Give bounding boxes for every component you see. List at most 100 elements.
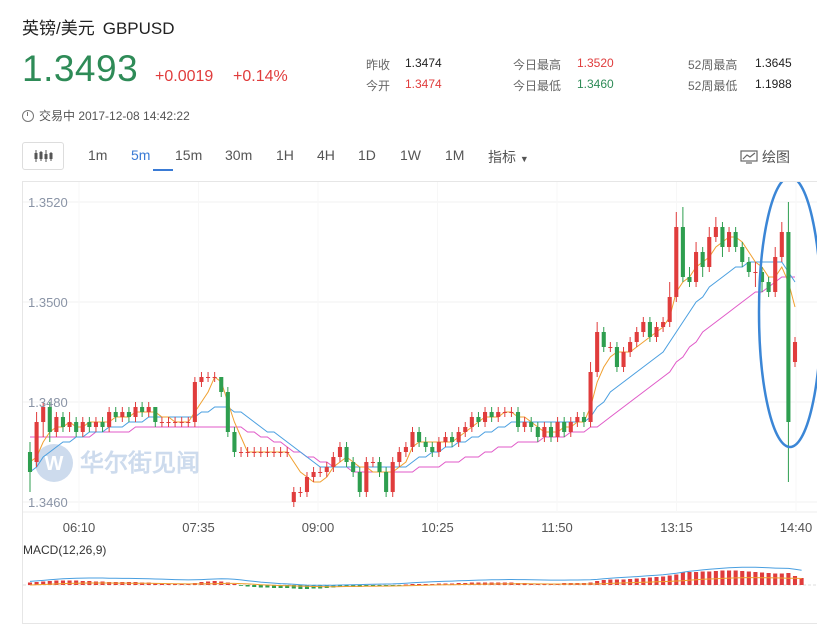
price-chart[interactable]: W 华尔街见闻 1.3520 1.3500 1.3480 1.3460 06:10 07… — [23, 175, 817, 625]
macd-bar — [206, 581, 211, 585]
stat-label-52w-low: 52周最低 — [688, 79, 738, 93]
candle — [245, 447, 250, 457]
macd-bar — [628, 579, 633, 585]
candle — [436, 437, 441, 457]
candle-body — [113, 412, 118, 417]
candle — [219, 377, 224, 397]
macd-bar — [291, 585, 296, 589]
candle — [206, 372, 211, 382]
candle-body — [614, 347, 619, 367]
candle-body — [588, 372, 593, 422]
candle-body — [265, 452, 270, 453]
indicator-menu[interactable]: 指标 ▼ — [488, 147, 529, 167]
candle — [548, 422, 554, 442]
candle-body — [661, 322, 666, 327]
draw-button[interactable]: 绘图 — [740, 147, 790, 167]
ma-mid-line — [29, 261, 796, 473]
macd-dif-line — [29, 566, 802, 586]
candle — [179, 417, 184, 427]
macd-bar — [212, 581, 217, 585]
clock-icon — [22, 109, 34, 122]
candle — [298, 487, 303, 497]
candle — [133, 402, 138, 422]
interval-1d[interactable]: 1D — [358, 147, 376, 163]
macd-bar — [456, 583, 461, 585]
interval-1h[interactable]: 1H — [276, 147, 294, 163]
candle — [515, 407, 521, 432]
macd-bar — [469, 582, 474, 585]
macd-bar — [410, 584, 415, 585]
candle — [641, 317, 646, 337]
interval-15m[interactable]: 15m — [175, 147, 203, 163]
candle-body — [476, 417, 481, 422]
candle-body — [581, 417, 587, 422]
candle — [232, 427, 237, 457]
candle-body — [423, 442, 428, 447]
candle — [423, 437, 428, 452]
macd-bar — [298, 585, 303, 589]
trading-status: 交易中 2017-12-08 14:42:22 — [22, 107, 190, 124]
watermark-logo-icon — [35, 444, 73, 482]
interval-4h[interactable]: 4H — [317, 147, 335, 163]
candle — [654, 322, 659, 342]
candle — [410, 427, 415, 452]
stat-label-open: 今开 — [366, 79, 391, 93]
candle-body — [496, 412, 501, 417]
candle-body — [792, 342, 798, 362]
macd-bar — [245, 585, 250, 587]
candle-body — [687, 277, 692, 282]
macd-bar — [661, 576, 666, 585]
macd-bar — [647, 577, 652, 585]
interval-1w[interactable]: 1W — [400, 147, 421, 163]
stat-value-52w-high: 1.3645 — [755, 56, 792, 70]
candle-body — [27, 452, 33, 472]
candle-body — [568, 422, 573, 432]
stat-label-day-high: 今日最高 — [513, 58, 562, 72]
interval-1m[interactable]: 1m — [88, 147, 108, 163]
x-tick-label: 14:40 — [780, 520, 813, 535]
candle — [390, 457, 395, 497]
candle — [344, 442, 349, 467]
caret-down-icon: ▼ — [519, 154, 529, 164]
candle-body — [515, 412, 521, 427]
candle-body — [80, 422, 85, 432]
x-tick-label: 13:15 — [660, 520, 693, 535]
candle-body — [179, 422, 184, 423]
candle-body — [641, 322, 646, 332]
candle-body — [41, 407, 46, 422]
x-tick-label: 11:50 — [541, 520, 573, 535]
candle — [601, 327, 606, 352]
candle — [555, 417, 560, 442]
candle — [173, 417, 178, 427]
chart-type-button[interactable] — [22, 142, 64, 170]
candle-body — [410, 432, 415, 447]
macd-bar — [27, 582, 33, 585]
candle — [661, 317, 666, 332]
candle — [377, 457, 382, 477]
interval-1mo[interactable]: 1M — [445, 147, 465, 163]
candle — [265, 447, 270, 457]
candle — [384, 467, 389, 497]
candle-body — [502, 412, 507, 413]
candle-body — [463, 427, 468, 432]
macd-bar — [654, 577, 659, 585]
candle — [766, 277, 771, 297]
candle — [740, 242, 745, 267]
pair-name: 英镑/美元 — [22, 19, 95, 38]
macd-bar — [753, 572, 758, 585]
candle-body — [271, 452, 277, 453]
interval-5m[interactable]: 5m — [131, 147, 151, 163]
candle — [694, 242, 699, 287]
candle — [80, 417, 85, 437]
macd-bar — [601, 580, 606, 585]
candle-body — [621, 352, 626, 367]
interval-30m[interactable]: 30m — [225, 147, 253, 163]
macd-bar — [759, 572, 765, 585]
macd-bar — [746, 571, 751, 585]
candle-body — [324, 467, 329, 472]
candle-body — [337, 447, 343, 457]
candle-body — [562, 422, 567, 432]
active-interval-indicator — [153, 169, 173, 171]
stat-label-day-low: 今日最低 — [513, 79, 562, 93]
candle — [680, 207, 685, 282]
